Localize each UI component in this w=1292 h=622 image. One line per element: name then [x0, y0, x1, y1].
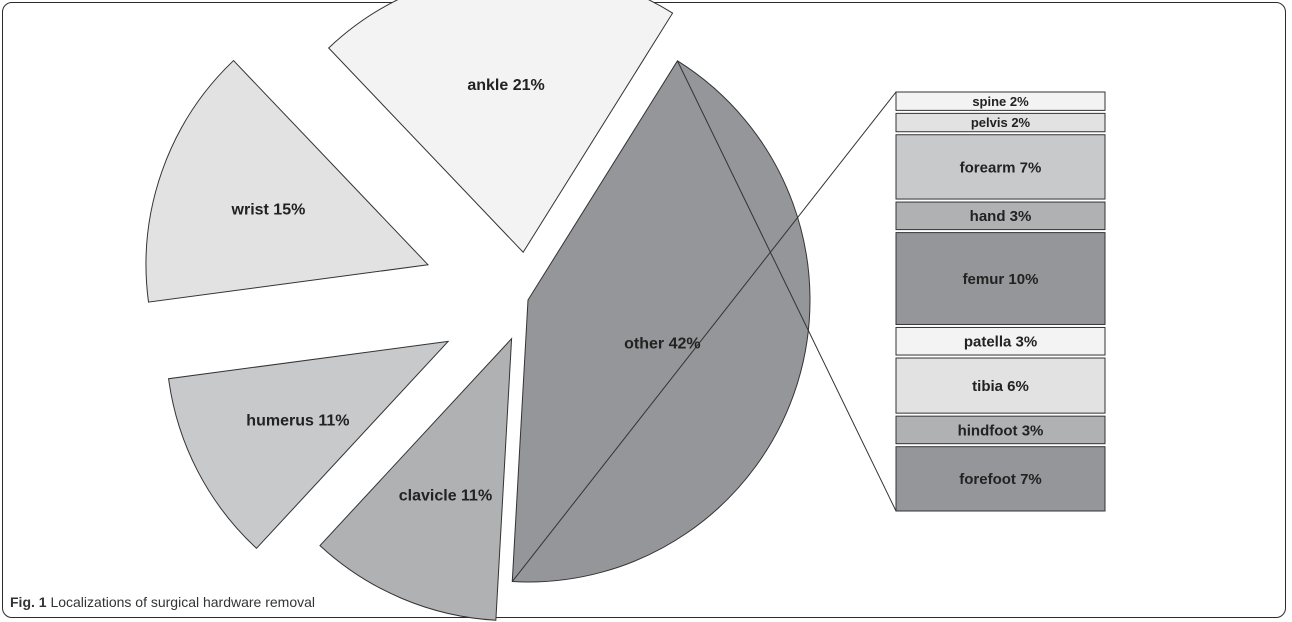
pie-slice-humerus	[168, 340, 450, 550]
bar-label-pelvis: pelvis 2%	[971, 115, 1031, 130]
bar-label-hand: hand 3%	[970, 208, 1032, 225]
figure-caption-label: Fig. 1	[10, 594, 47, 610]
pie-label-clavicle: clavicle 11%	[399, 487, 492, 504]
bar-segment-femur	[895, 232, 1106, 325]
bar-label-tibia: tibia 6%	[972, 378, 1029, 395]
pie-label-other: other 42%	[624, 336, 700, 353]
connector-top	[511, 91, 897, 582]
pie-label-ankle: ankle 21%	[467, 77, 544, 94]
connector-bottom	[676, 60, 897, 512]
bar-segment-hindfoot	[895, 415, 1106, 445]
bar-segment-hand	[895, 201, 1106, 231]
pie-slice-other	[511, 60, 811, 583]
pie-slice-clavicle	[319, 337, 513, 621]
bar-label-forefoot: forefoot 7%	[959, 471, 1042, 488]
pie-slices: ankle 21% wrist 15% humerus 11% clavicle 11…	[145, 0, 811, 621]
bar-label-forearm: forearm 7%	[960, 159, 1042, 176]
bar-label-hindfoot: hindfoot 3%	[958, 422, 1044, 439]
bar-segment-pelvis	[895, 112, 1106, 133]
pie-label-wrist: wrist 15%	[231, 202, 306, 219]
bar-label-spine: spine 2%	[972, 94, 1029, 109]
bar-segment-forearm	[895, 134, 1106, 200]
figure-caption: Fig. 1 Localizations of surgical hardwar…	[10, 594, 315, 610]
bar-segment-tibia	[895, 357, 1106, 414]
breakdown-bar: spine 2% pelvis 2% forearm 7% hand 3% femur …	[895, 91, 1106, 512]
pie-slice-ankle	[327, 0, 674, 254]
breakdown-connectors	[511, 60, 897, 582]
bar-segment-patella	[895, 326, 1106, 356]
figure-caption-text: Localizations of surgical hardware remov…	[50, 594, 316, 610]
pie-label-humerus: humerus 11%	[246, 412, 349, 429]
bar-segment-forefoot	[895, 446, 1106, 512]
pie-slice-wrist	[145, 59, 430, 303]
bar-segment-spine	[895, 91, 1106, 111]
bar-label-femur: femur 10%	[963, 271, 1039, 288]
bar-label-patella: patella 3%	[964, 334, 1037, 351]
